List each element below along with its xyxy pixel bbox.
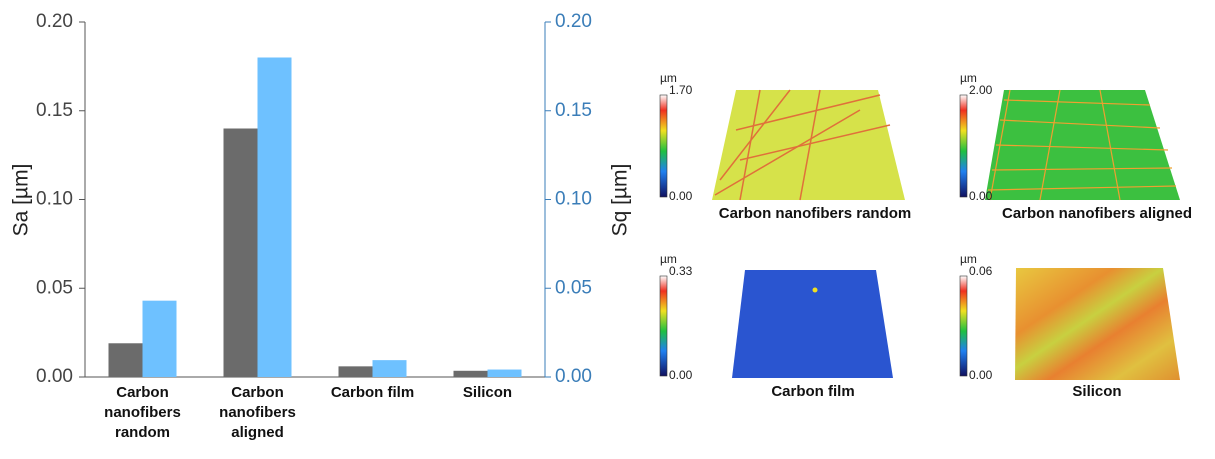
y2-tick-label: 0.10 xyxy=(555,189,592,210)
colorbar-max: 0.06 xyxy=(969,264,993,278)
y2-axis-label: Sq [µm] xyxy=(609,164,632,237)
surface-image xyxy=(1015,268,1180,380)
colorbar xyxy=(660,95,667,197)
y-tick-label: 0.15 xyxy=(36,100,73,121)
y2-tick-label: 0.20 xyxy=(555,11,592,32)
colorbar-max: 0.33 xyxy=(669,264,693,278)
image-caption: Carbon nanofibers random xyxy=(719,205,912,222)
figure: 0.00 0.05 0.10 0.15 0.20 0.00 0.05 0.10 0.15 0.20… xyxy=(0,0,1215,454)
surface-image xyxy=(985,90,1180,200)
bar xyxy=(224,129,258,378)
surface-image xyxy=(712,90,905,200)
colorbar xyxy=(660,276,667,376)
x-tick-label-box: Carbon film xyxy=(313,383,433,453)
image-caption: Carbon film xyxy=(771,383,854,400)
bar xyxy=(109,343,143,377)
x-tick-label-box: Carbon nanofibers random xyxy=(83,383,203,453)
x-tick-label: Silicon xyxy=(428,383,548,403)
y2-tick-label: 0.00 xyxy=(555,366,592,387)
bar xyxy=(488,370,522,377)
bar xyxy=(143,301,177,377)
y-tick-label: 0.10 xyxy=(36,189,73,210)
x-tick-label-box: Silicon xyxy=(428,383,548,453)
bar xyxy=(339,366,373,377)
colorbar-min: 0.00 xyxy=(969,189,993,203)
bar xyxy=(373,360,407,377)
colorbar-min: 0.00 xyxy=(669,189,693,203)
bar xyxy=(454,371,488,377)
x-tick-label: Carbon film xyxy=(313,383,433,403)
x-tick-label: Carbon nanofibers aligned xyxy=(198,383,318,443)
y-tick-label: 0.20 xyxy=(36,11,73,32)
image-caption: Silicon xyxy=(1072,383,1121,400)
y2-tick-label: 0.05 xyxy=(555,277,592,298)
x-tick-label-box: Carbon nanofibers aligned xyxy=(198,383,318,453)
colorbar-max: 1.70 xyxy=(669,83,693,97)
colorbar-max: 2.00 xyxy=(969,83,993,97)
x-tick-label: Carbon nanofibers random xyxy=(83,383,203,443)
colorbar xyxy=(960,276,967,376)
bar xyxy=(258,58,292,378)
colorbar-min: 0.00 xyxy=(669,368,693,382)
colorbar-min: 0.00 xyxy=(969,368,993,382)
y-tick-label: 0.05 xyxy=(36,277,73,298)
y-axis-label: Sa [µm] xyxy=(10,164,33,237)
colorbar xyxy=(960,95,967,197)
image-caption: Carbon nanofibers aligned xyxy=(1002,205,1192,222)
y2-tick-label: 0.15 xyxy=(555,100,592,121)
y-tick-label: 0.00 xyxy=(36,366,73,387)
surface-image xyxy=(732,270,893,378)
